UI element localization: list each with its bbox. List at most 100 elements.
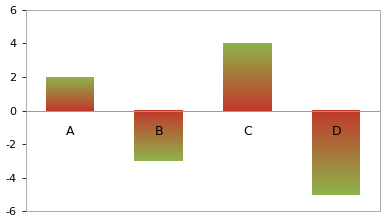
- Bar: [134, 112, 183, 113]
- Bar: [312, 177, 361, 178]
- Bar: [312, 147, 361, 148]
- Bar: [134, 118, 183, 119]
- Bar: [134, 120, 183, 121]
- Bar: [223, 64, 272, 65]
- Bar: [312, 173, 361, 174]
- Bar: [223, 74, 272, 75]
- Bar: [312, 189, 361, 190]
- Bar: [223, 62, 272, 63]
- Bar: [312, 194, 361, 195]
- Bar: [312, 126, 361, 127]
- Bar: [312, 125, 361, 126]
- Bar: [312, 176, 361, 177]
- Bar: [312, 166, 361, 167]
- Bar: [312, 137, 361, 138]
- Bar: [312, 143, 361, 144]
- Bar: [223, 63, 272, 64]
- Bar: [223, 71, 272, 72]
- Bar: [312, 135, 361, 136]
- Bar: [134, 143, 183, 144]
- Bar: [223, 50, 272, 51]
- Bar: [134, 131, 183, 132]
- Text: C: C: [243, 125, 252, 138]
- Bar: [312, 134, 361, 135]
- Bar: [134, 133, 183, 134]
- Bar: [223, 75, 272, 76]
- Bar: [312, 162, 361, 163]
- Bar: [134, 113, 183, 114]
- Bar: [312, 145, 361, 146]
- Bar: [312, 178, 361, 179]
- Bar: [312, 158, 361, 159]
- Bar: [312, 124, 361, 125]
- Bar: [223, 101, 272, 102]
- Bar: [312, 151, 361, 152]
- Bar: [223, 55, 272, 56]
- Bar: [223, 109, 272, 110]
- Bar: [223, 94, 272, 95]
- Bar: [223, 47, 272, 48]
- Bar: [312, 168, 361, 169]
- Bar: [134, 144, 183, 145]
- Bar: [134, 156, 183, 157]
- Bar: [134, 141, 183, 142]
- Bar: [223, 97, 272, 98]
- Bar: [223, 52, 272, 53]
- Bar: [223, 73, 272, 74]
- Bar: [134, 148, 183, 149]
- Bar: [312, 159, 361, 160]
- Bar: [134, 129, 183, 130]
- Bar: [312, 180, 361, 181]
- Bar: [312, 154, 361, 155]
- Bar: [312, 183, 361, 184]
- Bar: [312, 116, 361, 117]
- Bar: [312, 190, 361, 191]
- Bar: [312, 156, 361, 157]
- Bar: [312, 184, 361, 185]
- Bar: [134, 130, 183, 131]
- Bar: [223, 70, 272, 71]
- Bar: [223, 79, 272, 80]
- Bar: [223, 76, 272, 77]
- Bar: [312, 163, 361, 164]
- Bar: [134, 114, 183, 115]
- Bar: [223, 105, 272, 106]
- Bar: [223, 58, 272, 59]
- Bar: [312, 118, 361, 119]
- Bar: [223, 102, 272, 103]
- Bar: [312, 193, 361, 194]
- Bar: [312, 170, 361, 171]
- Bar: [134, 137, 183, 138]
- Bar: [134, 151, 183, 152]
- Bar: [223, 60, 272, 61]
- Bar: [134, 145, 183, 146]
- Bar: [134, 127, 183, 128]
- Bar: [312, 160, 361, 161]
- Bar: [312, 174, 361, 175]
- Bar: [223, 103, 272, 104]
- Bar: [223, 104, 272, 105]
- Bar: [223, 45, 272, 46]
- Bar: [312, 117, 361, 118]
- Bar: [312, 113, 361, 114]
- Bar: [223, 49, 272, 50]
- Bar: [134, 147, 183, 148]
- Bar: [223, 81, 272, 82]
- Bar: [312, 111, 361, 112]
- Bar: [312, 188, 361, 189]
- Bar: [223, 91, 272, 92]
- Bar: [134, 128, 183, 129]
- Bar: [134, 158, 183, 159]
- Bar: [312, 187, 361, 188]
- Bar: [312, 165, 361, 166]
- Bar: [312, 164, 361, 165]
- Bar: [134, 134, 183, 135]
- Bar: [312, 129, 361, 130]
- Bar: [134, 139, 183, 140]
- Bar: [134, 117, 183, 118]
- Bar: [312, 148, 361, 149]
- Bar: [223, 106, 272, 107]
- Bar: [312, 139, 361, 140]
- Bar: [312, 115, 361, 116]
- Bar: [223, 72, 272, 73]
